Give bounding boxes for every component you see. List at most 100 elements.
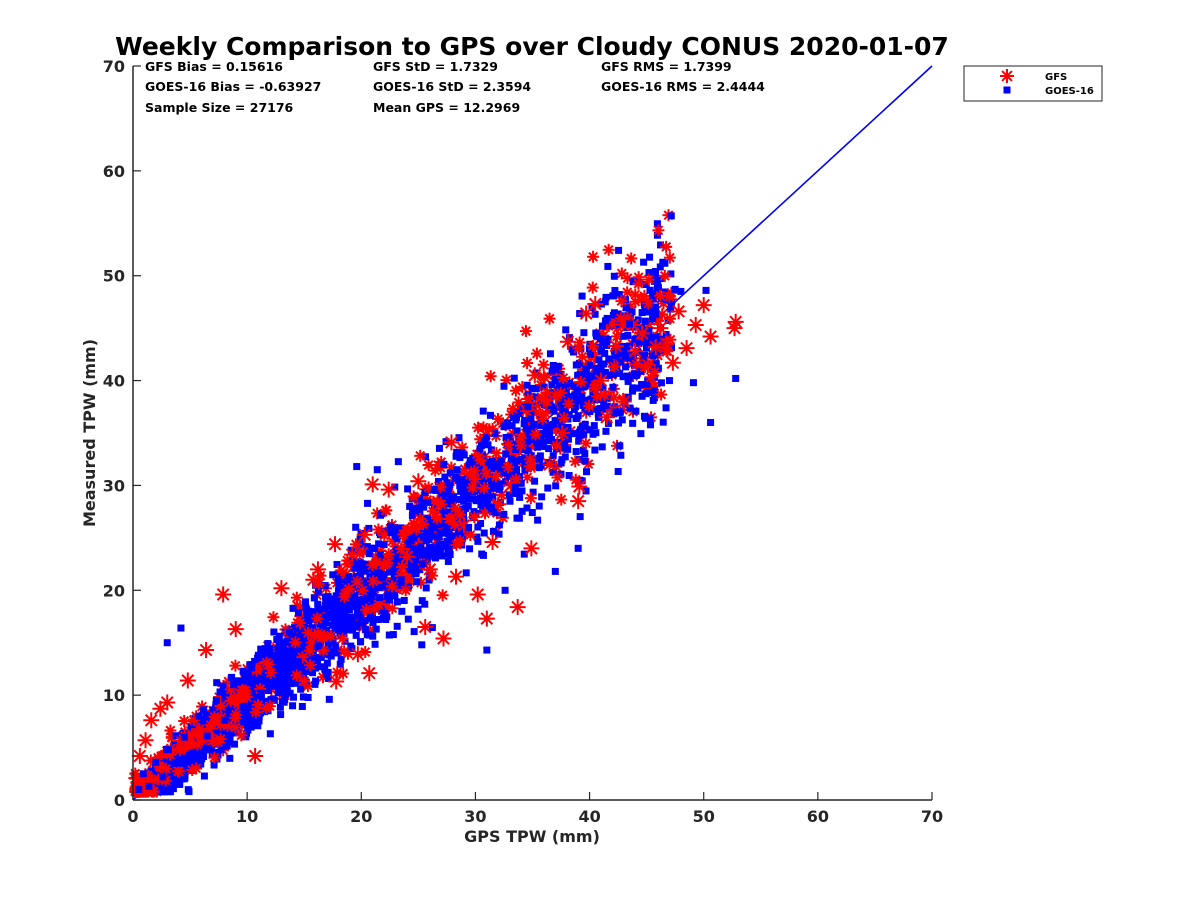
gfs-point	[602, 243, 615, 256]
goes16-point	[631, 335, 639, 343]
goes16-point	[270, 628, 278, 636]
goes16-point	[337, 655, 345, 663]
goes16-point	[449, 532, 457, 540]
goes16-point	[586, 361, 594, 369]
goes16-point	[474, 537, 482, 545]
goes16-point	[441, 473, 449, 481]
goes16-point	[329, 571, 337, 579]
stat-text: GOES-16 Bias = -0.63927	[145, 79, 321, 94]
goes16-point	[314, 587, 322, 595]
gfs-point	[521, 357, 534, 370]
goes16-point	[275, 632, 283, 640]
goes16-point	[561, 440, 569, 448]
goes16-point	[643, 332, 651, 340]
goes16-point	[535, 454, 543, 462]
goes16-point	[602, 427, 610, 435]
goes16-point	[332, 642, 340, 650]
goes16-point	[266, 730, 274, 738]
goes16-point	[626, 404, 634, 412]
goes16-point	[538, 493, 546, 501]
goes16-point	[247, 723, 255, 731]
goes16-point	[572, 396, 580, 404]
goes16-point	[446, 546, 454, 554]
goes16-point	[334, 649, 342, 657]
goes16-point	[510, 374, 518, 382]
goes16-point	[604, 419, 612, 427]
goes16-point	[513, 427, 521, 435]
stat-text: Sample Size = 27176	[145, 100, 294, 115]
asterisk-stroke	[315, 570, 326, 581]
asterisk-stroke	[416, 577, 426, 588]
goes16-point	[347, 642, 355, 650]
goes16-point	[349, 583, 357, 591]
goes16-point	[647, 340, 655, 348]
goes16-point	[217, 746, 225, 754]
goes16-point	[330, 648, 338, 656]
asterisk-stroke	[616, 268, 627, 279]
goes16-point	[533, 438, 541, 446]
goes16-point	[629, 351, 637, 359]
goes16-point	[458, 449, 466, 457]
goes16-point	[495, 521, 503, 529]
goes16-point	[408, 512, 416, 520]
goes16-point	[315, 606, 323, 614]
goes16-point	[645, 269, 653, 277]
goes16-point	[324, 641, 332, 649]
asterisk-stroke	[493, 414, 503, 424]
goes16-point	[578, 392, 586, 400]
stat-text: GFS Bias = 0.15616	[145, 59, 283, 74]
goes16-point	[600, 401, 608, 409]
goes16-point	[184, 765, 192, 773]
goes16-point	[305, 668, 313, 676]
goes16-point	[200, 772, 208, 780]
goes16-point	[587, 395, 595, 403]
goes16-point	[546, 350, 554, 358]
goes16-point	[576, 513, 584, 521]
goes16-point	[629, 419, 637, 427]
goes16-point	[389, 631, 397, 639]
goes16-point	[523, 381, 531, 389]
goes16-point	[182, 756, 190, 764]
asterisk-stroke	[622, 273, 633, 284]
goes16-point	[625, 374, 633, 382]
goes16-point	[334, 587, 342, 595]
goes16-point	[369, 619, 377, 627]
goes16-point	[419, 499, 427, 507]
goes16-point	[653, 285, 661, 293]
goes16-point	[187, 756, 195, 764]
goes16-point	[583, 468, 591, 476]
goes16-point	[350, 564, 358, 572]
goes16-point	[578, 292, 586, 300]
goes16-point	[317, 663, 325, 671]
goes16-point	[374, 616, 382, 624]
goes16-point	[409, 550, 417, 558]
chart-title: Weekly Comparison to GPS over Cloudy CON…	[115, 32, 949, 61]
goes16-point	[592, 370, 600, 378]
goes16-point	[361, 566, 369, 574]
goes16-point	[358, 560, 366, 568]
goes16-point	[611, 287, 619, 295]
goes16-point	[632, 407, 640, 415]
goes16-point	[446, 469, 454, 477]
goes16-point	[443, 479, 451, 487]
goes16-point	[452, 452, 460, 460]
goes16-point	[231, 740, 239, 748]
goes16-point	[472, 509, 480, 517]
goes16-point	[386, 522, 394, 530]
goes16-point	[239, 667, 247, 675]
goes16-point	[657, 241, 665, 249]
goes16-point	[532, 385, 540, 393]
goes16-point	[570, 382, 578, 390]
goes16-point	[640, 258, 648, 266]
goes16-point	[456, 482, 464, 490]
goes16-point	[422, 514, 430, 522]
goes16-point	[314, 600, 322, 608]
goes16-point	[261, 707, 269, 715]
goes16-point	[638, 381, 646, 389]
goes16-point	[444, 557, 452, 565]
goes16-point	[529, 488, 537, 496]
goes16-point	[535, 502, 543, 510]
goes16-point	[324, 636, 332, 644]
goes16-point	[648, 333, 656, 341]
goes16-point	[258, 664, 266, 672]
